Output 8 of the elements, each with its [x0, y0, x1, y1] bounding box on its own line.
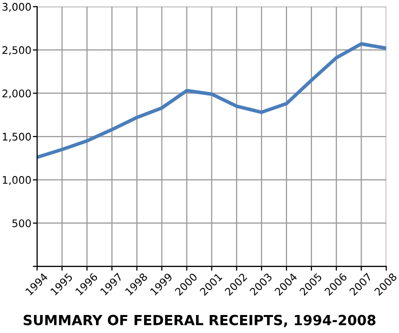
y-tick-label: 2,000 — [2, 89, 31, 98]
y-tick-label: 1,000 — [2, 176, 31, 185]
y-tick-label: 500 — [12, 219, 31, 228]
y-tick-label: 2,500 — [2, 46, 31, 56]
line-series — [37, 42, 386, 160]
y-tick-label: 1,500 — [2, 132, 31, 142]
y-tick-label: 3,000 — [2, 2, 31, 12]
text: SUMMARY OF FEDERAL RECEIPTS, 1994-2008 — [24, 314, 376, 328]
